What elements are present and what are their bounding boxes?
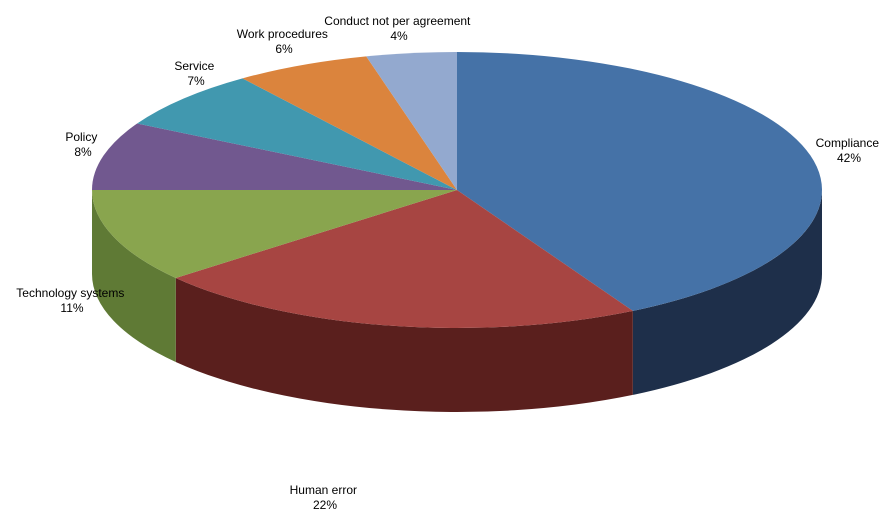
slice-label-value: 7% bbox=[187, 74, 205, 88]
slice-label-value: 11% bbox=[60, 301, 83, 315]
svg-text:Service 7%: Service 7% bbox=[174, 59, 217, 88]
slice-labels: Compliance 42% Human error 22% Technolog… bbox=[16, 14, 883, 512]
pie-slice-3 bbox=[92, 123, 457, 190]
pie-slices bbox=[92, 52, 822, 328]
pie-side-0 bbox=[632, 190, 822, 395]
slice-label-name: Conduct not per agreement bbox=[324, 14, 471, 28]
svg-text:Conduct not per agreement: Conduct not per agreement 4% bbox=[324, 14, 473, 43]
pie-sides bbox=[92, 190, 822, 412]
svg-text:Technology systems 11%: Technology systems 11% bbox=[16, 286, 127, 315]
pie-slice-6 bbox=[366, 52, 457, 190]
pie-slice-4 bbox=[137, 78, 457, 190]
pie-slice-5 bbox=[242, 56, 457, 191]
svg-text:Human error 22%: Human error 22% bbox=[290, 483, 361, 512]
pie-slice-1 bbox=[175, 190, 633, 328]
slice-label-name: Human error bbox=[290, 483, 357, 497]
slice-label-name: Service bbox=[174, 59, 214, 73]
svg-text:Policy 8%: Policy 8% bbox=[65, 130, 100, 159]
svg-text:Compliance 42%: Compliance 42% bbox=[816, 136, 883, 165]
pie-side-2 bbox=[92, 190, 176, 362]
slice-label-value: 6% bbox=[275, 42, 293, 56]
slice-label-value: 42% bbox=[837, 151, 861, 165]
slice-label-value: 4% bbox=[390, 29, 408, 43]
pie-side-1 bbox=[175, 277, 633, 412]
pie-slice-0 bbox=[457, 52, 822, 311]
pie-slice-2 bbox=[92, 190, 457, 278]
slice-label-name: Compliance bbox=[816, 136, 880, 150]
slice-label-name: Technology systems bbox=[16, 286, 124, 300]
slice-label-name: Work procedures bbox=[237, 27, 328, 41]
slice-label-value: 22% bbox=[313, 498, 337, 512]
svg-text:Work procedures 6%: Work procedures 6% bbox=[237, 27, 332, 56]
slice-label-value: 8% bbox=[74, 145, 92, 159]
slice-label-name: Policy bbox=[65, 130, 97, 144]
